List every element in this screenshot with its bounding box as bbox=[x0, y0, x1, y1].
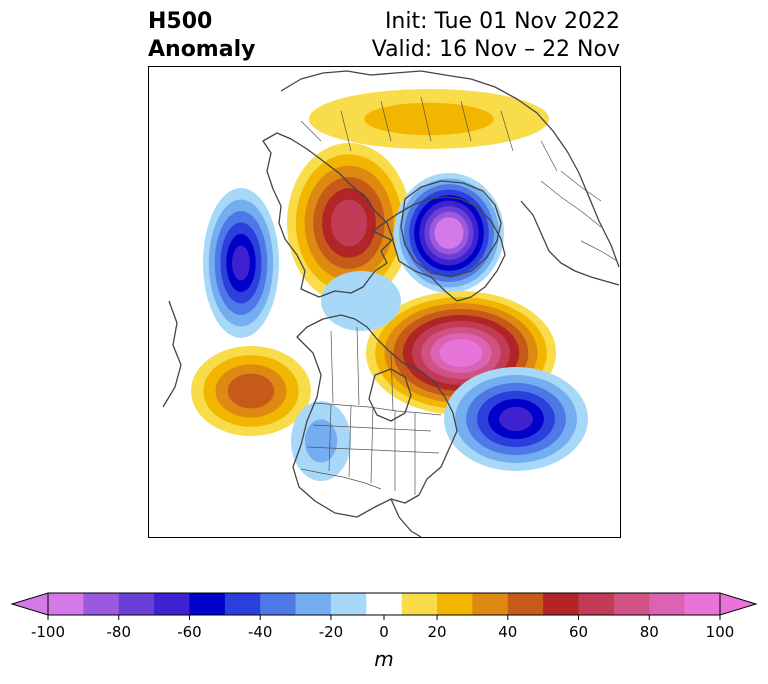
colorbar-swatch bbox=[260, 593, 296, 615]
colorbar-swatch bbox=[543, 593, 579, 615]
anomaly-trough-north-atlantic bbox=[444, 367, 588, 471]
contour-trough-western-us--20 bbox=[304, 419, 338, 463]
colorbar-swatch bbox=[613, 593, 650, 615]
colorbar-swatch bbox=[366, 593, 403, 615]
colorbar-unit-label: m bbox=[374, 647, 393, 671]
contour-trough-north-atlantic--60 bbox=[499, 406, 533, 432]
colorbar-swatch bbox=[507, 593, 544, 615]
colorbar-swatch bbox=[48, 593, 84, 615]
title-left: H500 Anomaly bbox=[148, 8, 255, 64]
colorbar-blocks bbox=[10, 592, 758, 616]
anomaly-trough-western-us bbox=[291, 401, 351, 481]
colorbar-tick-label: 0 bbox=[379, 623, 389, 641]
colorbar-swatch bbox=[437, 593, 473, 615]
coastline-japan bbox=[162, 300, 182, 408]
border-europe bbox=[540, 170, 618, 262]
colorbar-swatch bbox=[401, 593, 438, 615]
contour-ridge-north-pacific-alaska-60 bbox=[330, 199, 368, 247]
anomaly-map-svg bbox=[162, 70, 620, 537]
colorbar-tick-label: -100 bbox=[31, 623, 65, 641]
border-us-canada bbox=[312, 402, 442, 416]
colorbar-tick-label: 80 bbox=[640, 623, 659, 641]
coastline-north-america bbox=[292, 314, 458, 518]
colorbar-ticks: -100 -80 -60 -40 -20 0 20 40 60 80 100 bbox=[31, 615, 734, 641]
anomaly-ridge-arctic-siberia bbox=[309, 89, 549, 149]
colorbar-swatch bbox=[472, 593, 509, 615]
coastline-eurasia bbox=[280, 70, 620, 268]
border-canada-provinces bbox=[330, 326, 394, 412]
contour-trough-hudson-bay-gap--10 bbox=[321, 271, 401, 331]
colorbar-swatch bbox=[295, 593, 332, 615]
anomaly-ridge-east-pacific bbox=[191, 346, 311, 436]
contour-trough-arctic-greenland--100 bbox=[439, 222, 459, 244]
title-init: Init: Tue 01 Nov 2022 bbox=[384, 9, 620, 34]
coastline-layer bbox=[162, 70, 620, 537]
colorbar-tick-label: 40 bbox=[498, 623, 517, 641]
colorbar-tick-label: -80 bbox=[106, 623, 131, 641]
anomaly-ridge-north-pacific-alaska bbox=[287, 143, 411, 303]
anomaly-field-layer bbox=[191, 89, 588, 481]
colorbar-tick-label: 20 bbox=[428, 623, 447, 641]
title-variable: H500 bbox=[148, 9, 213, 34]
colorbar-tick-label: -20 bbox=[319, 623, 344, 641]
colorbar-swatch bbox=[649, 593, 686, 615]
colorbar-swatch bbox=[154, 593, 190, 615]
coastline-europe bbox=[520, 200, 620, 286]
contour-ridge-canada-90 bbox=[439, 339, 483, 367]
colorbar-swatch bbox=[684, 593, 721, 615]
colorbar-swatch bbox=[83, 593, 120, 615]
border-russia-regions bbox=[300, 96, 558, 172]
border-us-states-1 bbox=[328, 404, 416, 495]
coastline-central-america bbox=[390, 498, 422, 537]
colorbar-extend-min bbox=[10, 592, 49, 616]
colorbar-swatch bbox=[330, 593, 367, 615]
contour-trough-west-pacific--60 bbox=[232, 245, 250, 281]
colorbar-tick-label: -40 bbox=[248, 623, 273, 641]
coastline-greenland bbox=[400, 180, 502, 278]
anomaly-map bbox=[148, 66, 621, 538]
colorbar-tick-label: 100 bbox=[706, 623, 735, 641]
colorbar-swatch bbox=[578, 593, 615, 615]
coastline-alaska bbox=[262, 132, 394, 298]
colorbar-tick-label: -60 bbox=[177, 623, 202, 641]
title-field: Anomaly bbox=[148, 37, 256, 62]
coastline-arctic-islands bbox=[372, 196, 506, 302]
anomaly-trough-arctic-greenland bbox=[394, 173, 504, 293]
colorbar-swatch bbox=[118, 593, 155, 615]
border-us-states-2 bbox=[306, 424, 440, 454]
anomaly-trough-west-pacific bbox=[203, 188, 279, 338]
title-valid: Valid: 16 Nov – 22 Nov bbox=[371, 37, 620, 62]
colorbar-tick-label: 60 bbox=[569, 623, 588, 641]
colorbar-swatch bbox=[224, 593, 261, 615]
colorbar: -100 -80 -60 -40 -20 0 20 40 60 80 100 m bbox=[10, 592, 758, 671]
coastline-hudson-bay bbox=[368, 368, 412, 422]
contour-ridge-east-pacific-40 bbox=[227, 373, 275, 409]
contour-ridge-arctic-siberia-20 bbox=[364, 102, 494, 136]
borders-layer bbox=[300, 96, 618, 495]
colorbar-extend-max bbox=[719, 592, 758, 616]
anomaly-trough-hudson-bay-gap bbox=[321, 271, 401, 331]
border-us-mexico bbox=[300, 468, 382, 490]
title-right: Init: Tue 01 Nov 2022 Valid: 16 Nov – 22… bbox=[372, 8, 620, 64]
colorbar-swatch bbox=[189, 593, 226, 615]
